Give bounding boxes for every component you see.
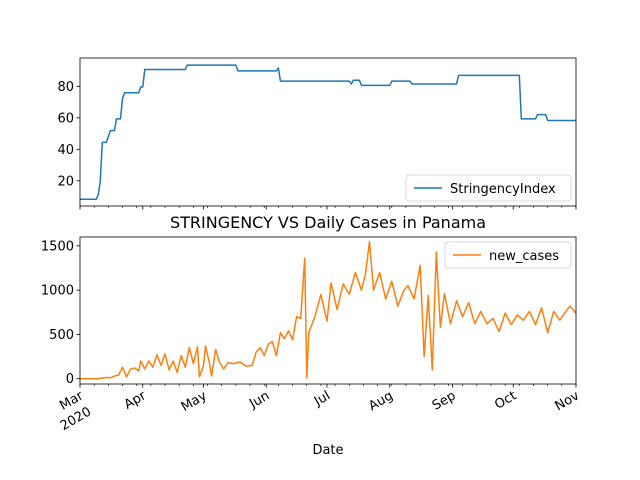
plot-frame (79, 57, 577, 207)
legend-label: StringencyIndex (450, 182, 556, 197)
legend-box (444, 241, 572, 269)
plot-frame (79, 236, 577, 385)
y-tick-label: 60 (57, 111, 74, 126)
legend-label: new_cases (489, 249, 559, 264)
y-tick-label: 80 (57, 80, 74, 95)
legend: StringencyIndex (405, 174, 572, 202)
series-line-new_cases (80, 240, 577, 380)
stringency-chart: 20 40 60 80 StringencyIndex (57, 57, 577, 210)
y-tick-label: 1500 (41, 239, 74, 254)
chart-title: STRINGENCY VS Daily Cases in Panama (170, 213, 486, 232)
y-tick-label: 0 (66, 372, 74, 387)
y-tick-label: 40 (57, 143, 74, 158)
y-tick-label: 500 (49, 328, 74, 343)
y-tick-label: 1000 (41, 284, 74, 299)
legend: new_cases (444, 241, 572, 269)
x-tick-label: Jul (311, 388, 333, 409)
series-line-StringencyIndex (80, 64, 576, 200)
y-tick-label: 20 (57, 174, 74, 189)
legend-box (405, 174, 572, 202)
x-axis-label: Date (312, 443, 343, 458)
